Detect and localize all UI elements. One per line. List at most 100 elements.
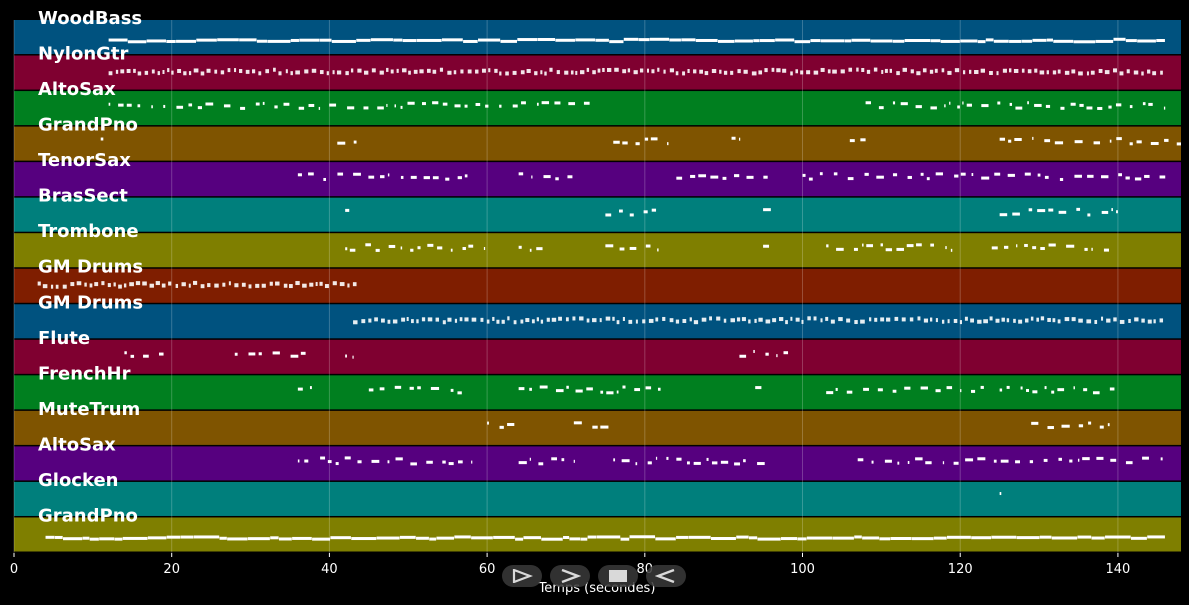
note (54, 535, 63, 539)
note (941, 68, 945, 73)
note (241, 282, 246, 287)
note (89, 537, 99, 541)
note (1079, 103, 1084, 107)
note (457, 176, 462, 180)
note (323, 177, 326, 181)
note (337, 172, 344, 176)
note (935, 318, 938, 323)
note (565, 317, 569, 322)
note (573, 421, 582, 425)
note (320, 456, 326, 460)
note (1029, 460, 1034, 464)
note (629, 246, 637, 250)
note (274, 105, 278, 109)
note (933, 536, 947, 540)
note (1036, 317, 1039, 322)
note (248, 284, 252, 289)
note (573, 459, 575, 463)
note (297, 459, 300, 463)
note (954, 174, 959, 178)
note (1125, 461, 1133, 465)
stop-button[interactable] (598, 565, 638, 587)
note (999, 137, 1006, 141)
note (941, 319, 945, 324)
note (892, 101, 896, 105)
note (108, 102, 111, 106)
note (880, 243, 883, 247)
note (1021, 68, 1025, 73)
note (722, 176, 727, 180)
note (753, 39, 760, 43)
note (622, 141, 628, 145)
note (1115, 103, 1122, 107)
note (892, 173, 898, 177)
note (168, 281, 172, 286)
note (475, 102, 481, 106)
note (1039, 535, 1052, 539)
back-button[interactable] (646, 565, 686, 587)
note (613, 458, 616, 462)
note (531, 319, 535, 324)
note (239, 69, 243, 74)
note (499, 104, 502, 108)
note (353, 172, 361, 176)
note (345, 71, 349, 76)
note (520, 319, 524, 324)
note (512, 104, 518, 108)
note (776, 68, 781, 73)
note (454, 104, 461, 108)
note (1034, 68, 1038, 73)
note (304, 69, 309, 74)
note (120, 69, 125, 74)
note (1047, 426, 1054, 430)
note (1052, 318, 1056, 323)
note (1096, 456, 1104, 460)
note (991, 246, 998, 250)
note (977, 40, 986, 44)
note (965, 458, 974, 462)
note (864, 172, 869, 176)
note (400, 175, 404, 179)
note (953, 461, 959, 465)
note (371, 68, 376, 73)
note (285, 69, 288, 74)
forward-button[interactable] (550, 565, 590, 587)
note (711, 461, 718, 465)
note (421, 102, 426, 106)
note (782, 68, 787, 73)
note (642, 319, 646, 324)
note (645, 386, 652, 390)
note (870, 39, 893, 43)
note (896, 247, 904, 251)
track-label: NylonGtr (38, 44, 129, 65)
note (432, 101, 439, 105)
note (869, 317, 872, 322)
note (884, 68, 888, 73)
note (1073, 40, 1096, 44)
note (800, 70, 804, 75)
note (755, 386, 762, 390)
note (454, 318, 458, 323)
track-band (14, 339, 1181, 374)
note (896, 71, 900, 76)
note (252, 69, 256, 74)
note (801, 319, 804, 324)
note (448, 462, 454, 466)
note (488, 68, 491, 73)
note (806, 536, 832, 540)
note (757, 537, 781, 541)
note (1164, 138, 1169, 142)
note (365, 243, 371, 247)
note (536, 247, 543, 251)
note (1015, 460, 1020, 464)
note (977, 319, 982, 324)
note (794, 40, 811, 44)
note (544, 71, 547, 76)
note (605, 316, 611, 321)
note (561, 458, 565, 462)
note (531, 175, 533, 179)
note (432, 176, 439, 180)
note (669, 38, 681, 42)
note (84, 282, 87, 287)
play-reverse-button[interactable] (502, 565, 542, 587)
